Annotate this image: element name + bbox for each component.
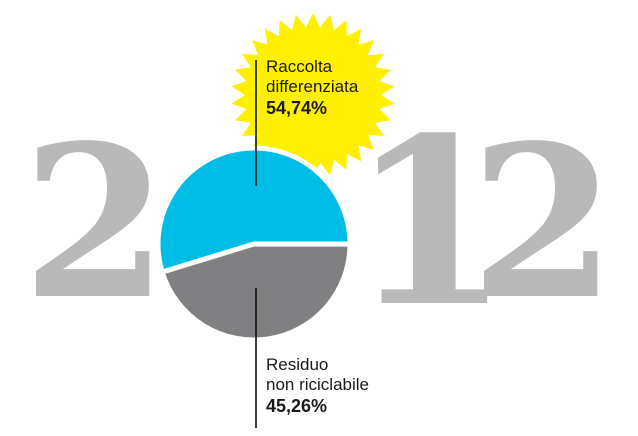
year-digit-3: 1 <box>350 88 510 358</box>
starburst-badge <box>231 13 395 177</box>
slice-value-label: 45,26% <box>266 395 328 416</box>
slice-label-line: Residuo <box>266 355 329 374</box>
year-digit-1: 2 <box>22 99 168 346</box>
slice-value-label: 54,74% <box>266 97 328 118</box>
year-digit-4: 2 <box>470 99 616 346</box>
callout-residuo: Residuo non riciclabile 45,26% <box>266 355 369 417</box>
slice-label-line: Raccolta <box>266 57 333 76</box>
callout-raccolta: Raccolta differenziata 54,74% <box>266 57 358 119</box>
slice-label-line: non riciclabile <box>266 375 369 395</box>
slice-label-line: differenziata <box>266 77 359 97</box>
pie-slice-raccolta-differenziata <box>155 145 353 275</box>
